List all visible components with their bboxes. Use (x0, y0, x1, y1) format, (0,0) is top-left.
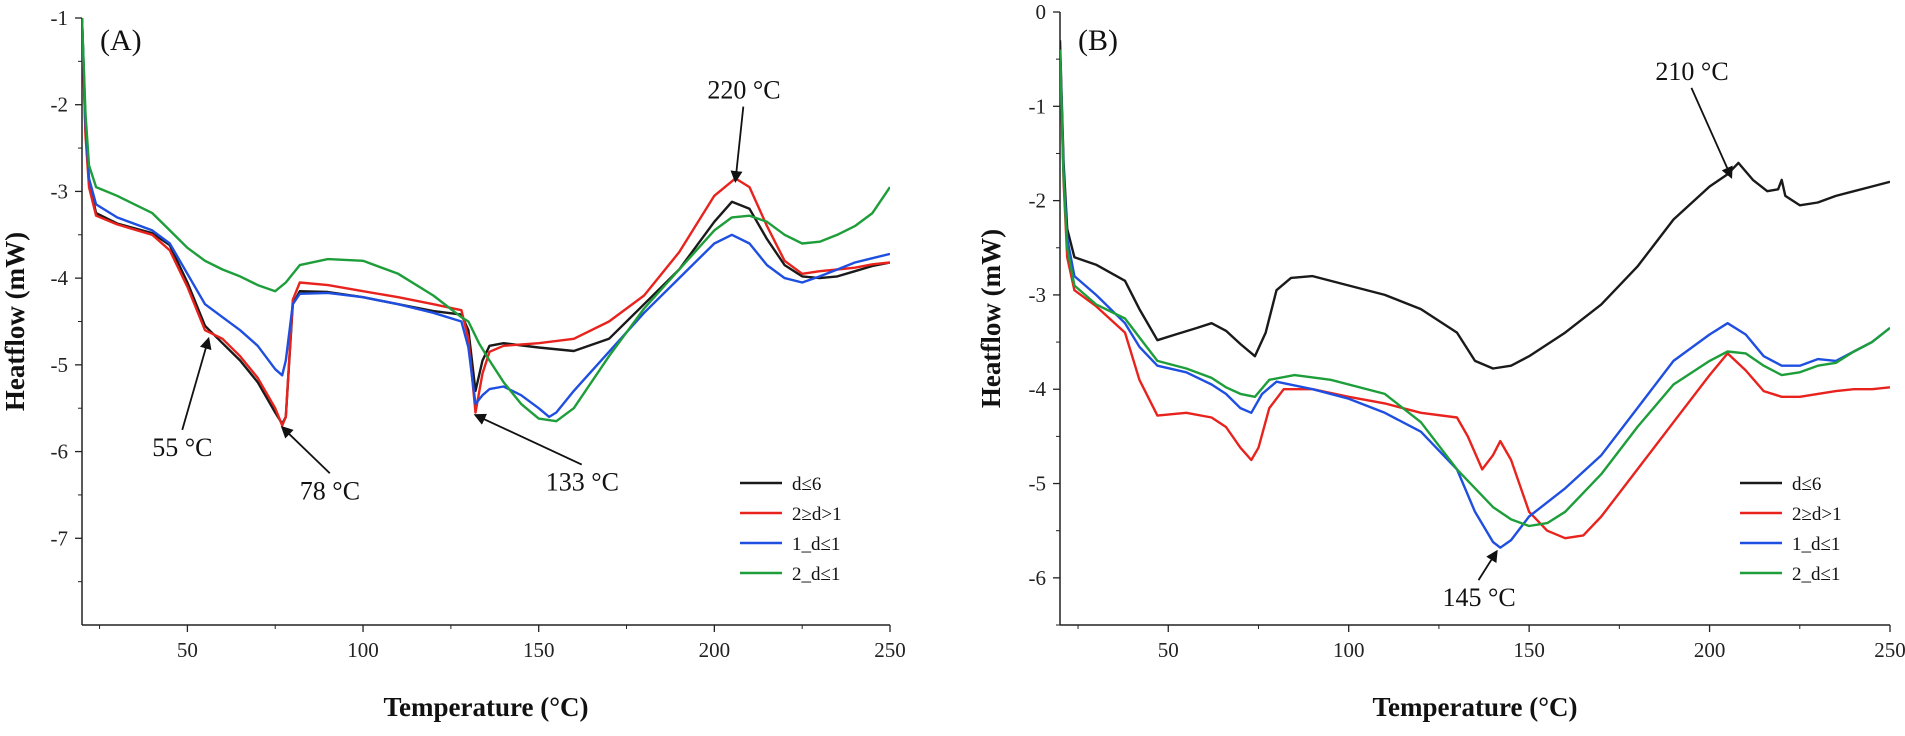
legend-entry: 2_d≤1 (792, 564, 840, 585)
annotation-label: 78 °C (300, 476, 360, 505)
x-tick-label: 200 (1694, 638, 1726, 662)
annotation-arrow (1690, 87, 1733, 179)
annotation-arrow (473, 413, 583, 466)
series-line-3 (1060, 49, 1890, 528)
legend-entry: 2≥d>1 (792, 504, 842, 525)
series-line-3 (82, 17, 890, 423)
x-tick-label: 250 (874, 638, 906, 662)
annotation-label: 210 °C (1655, 57, 1728, 86)
series-line-0 (1060, 40, 1890, 370)
legend-entry: 2_d≤1 (1792, 564, 1840, 585)
series-line-1 (82, 17, 890, 427)
y-tick-label: -4 (1029, 377, 1047, 401)
x-tick-label: 100 (1333, 638, 1365, 662)
x-tick-label: 50 (1158, 638, 1179, 662)
legend-entry: 1_d≤1 (792, 534, 840, 555)
series-line-1 (1060, 49, 1890, 540)
y-tick-label: -3 (51, 179, 69, 203)
annotation-arrow (181, 336, 212, 431)
y-tick-label: -2 (1029, 189, 1047, 213)
chart-panel-0: 50 100 150 200 250 -1 -2 -3 -4 -5 -6 -7 Temperature … (0, 6, 906, 722)
x-tick-label: 100 (347, 638, 379, 662)
annotation-label: 55 °C (152, 433, 212, 462)
y-tick-label: -6 (1029, 566, 1047, 590)
legend-entry: d≤6 (1792, 474, 1821, 495)
annotation-label: 145 °C (1443, 583, 1516, 612)
x-axis-title: Temperature (°C) (1372, 692, 1577, 722)
y-tick-label: 0 (1036, 0, 1047, 24)
chart-panel-1: 50 100 150 200 250 0 -1 -2 -3 -4 -5 -6 Temperature (… (976, 0, 1905, 722)
legend-entry: 1_d≤1 (1792, 534, 1840, 555)
annotation-label: 220 °C (707, 76, 780, 105)
y-tick-label: -6 (51, 440, 69, 464)
legend-entry: d≤6 (792, 474, 821, 495)
y-tick-label: -3 (1029, 283, 1047, 307)
y-tick-label: -1 (51, 6, 69, 30)
x-axis-title: Temperature (°C) (383, 692, 588, 722)
legend-entry: 2≥d>1 (1792, 504, 1842, 525)
y-tick-label: -2 (51, 93, 69, 117)
y-axis-title: Heatflow (mW) (0, 232, 30, 411)
annotation-arrow (280, 425, 331, 474)
y-axis-title: Heatflow (mW) (976, 229, 1006, 408)
x-tick-label: 200 (699, 638, 731, 662)
annotation-label: 133 °C (546, 468, 619, 497)
y-tick-label: -4 (51, 266, 69, 290)
x-tick-label: 150 (523, 638, 555, 662)
y-tick-label: -5 (51, 353, 69, 377)
x-tick-label: 50 (177, 638, 198, 662)
annotation-arrow (1477, 549, 1498, 581)
y-tick-label: -5 (1029, 472, 1047, 496)
panel-label: (B) (1078, 24, 1118, 57)
y-tick-label: -7 (51, 526, 69, 550)
series-line-2 (82, 17, 890, 419)
y-tick-label: -1 (1029, 94, 1047, 118)
panel-label: (A) (100, 24, 142, 57)
annotation-arrow (730, 106, 745, 184)
x-tick-label: 150 (1513, 638, 1545, 662)
series-line-2 (1060, 49, 1890, 549)
x-tick-label: 250 (1874, 638, 1905, 662)
